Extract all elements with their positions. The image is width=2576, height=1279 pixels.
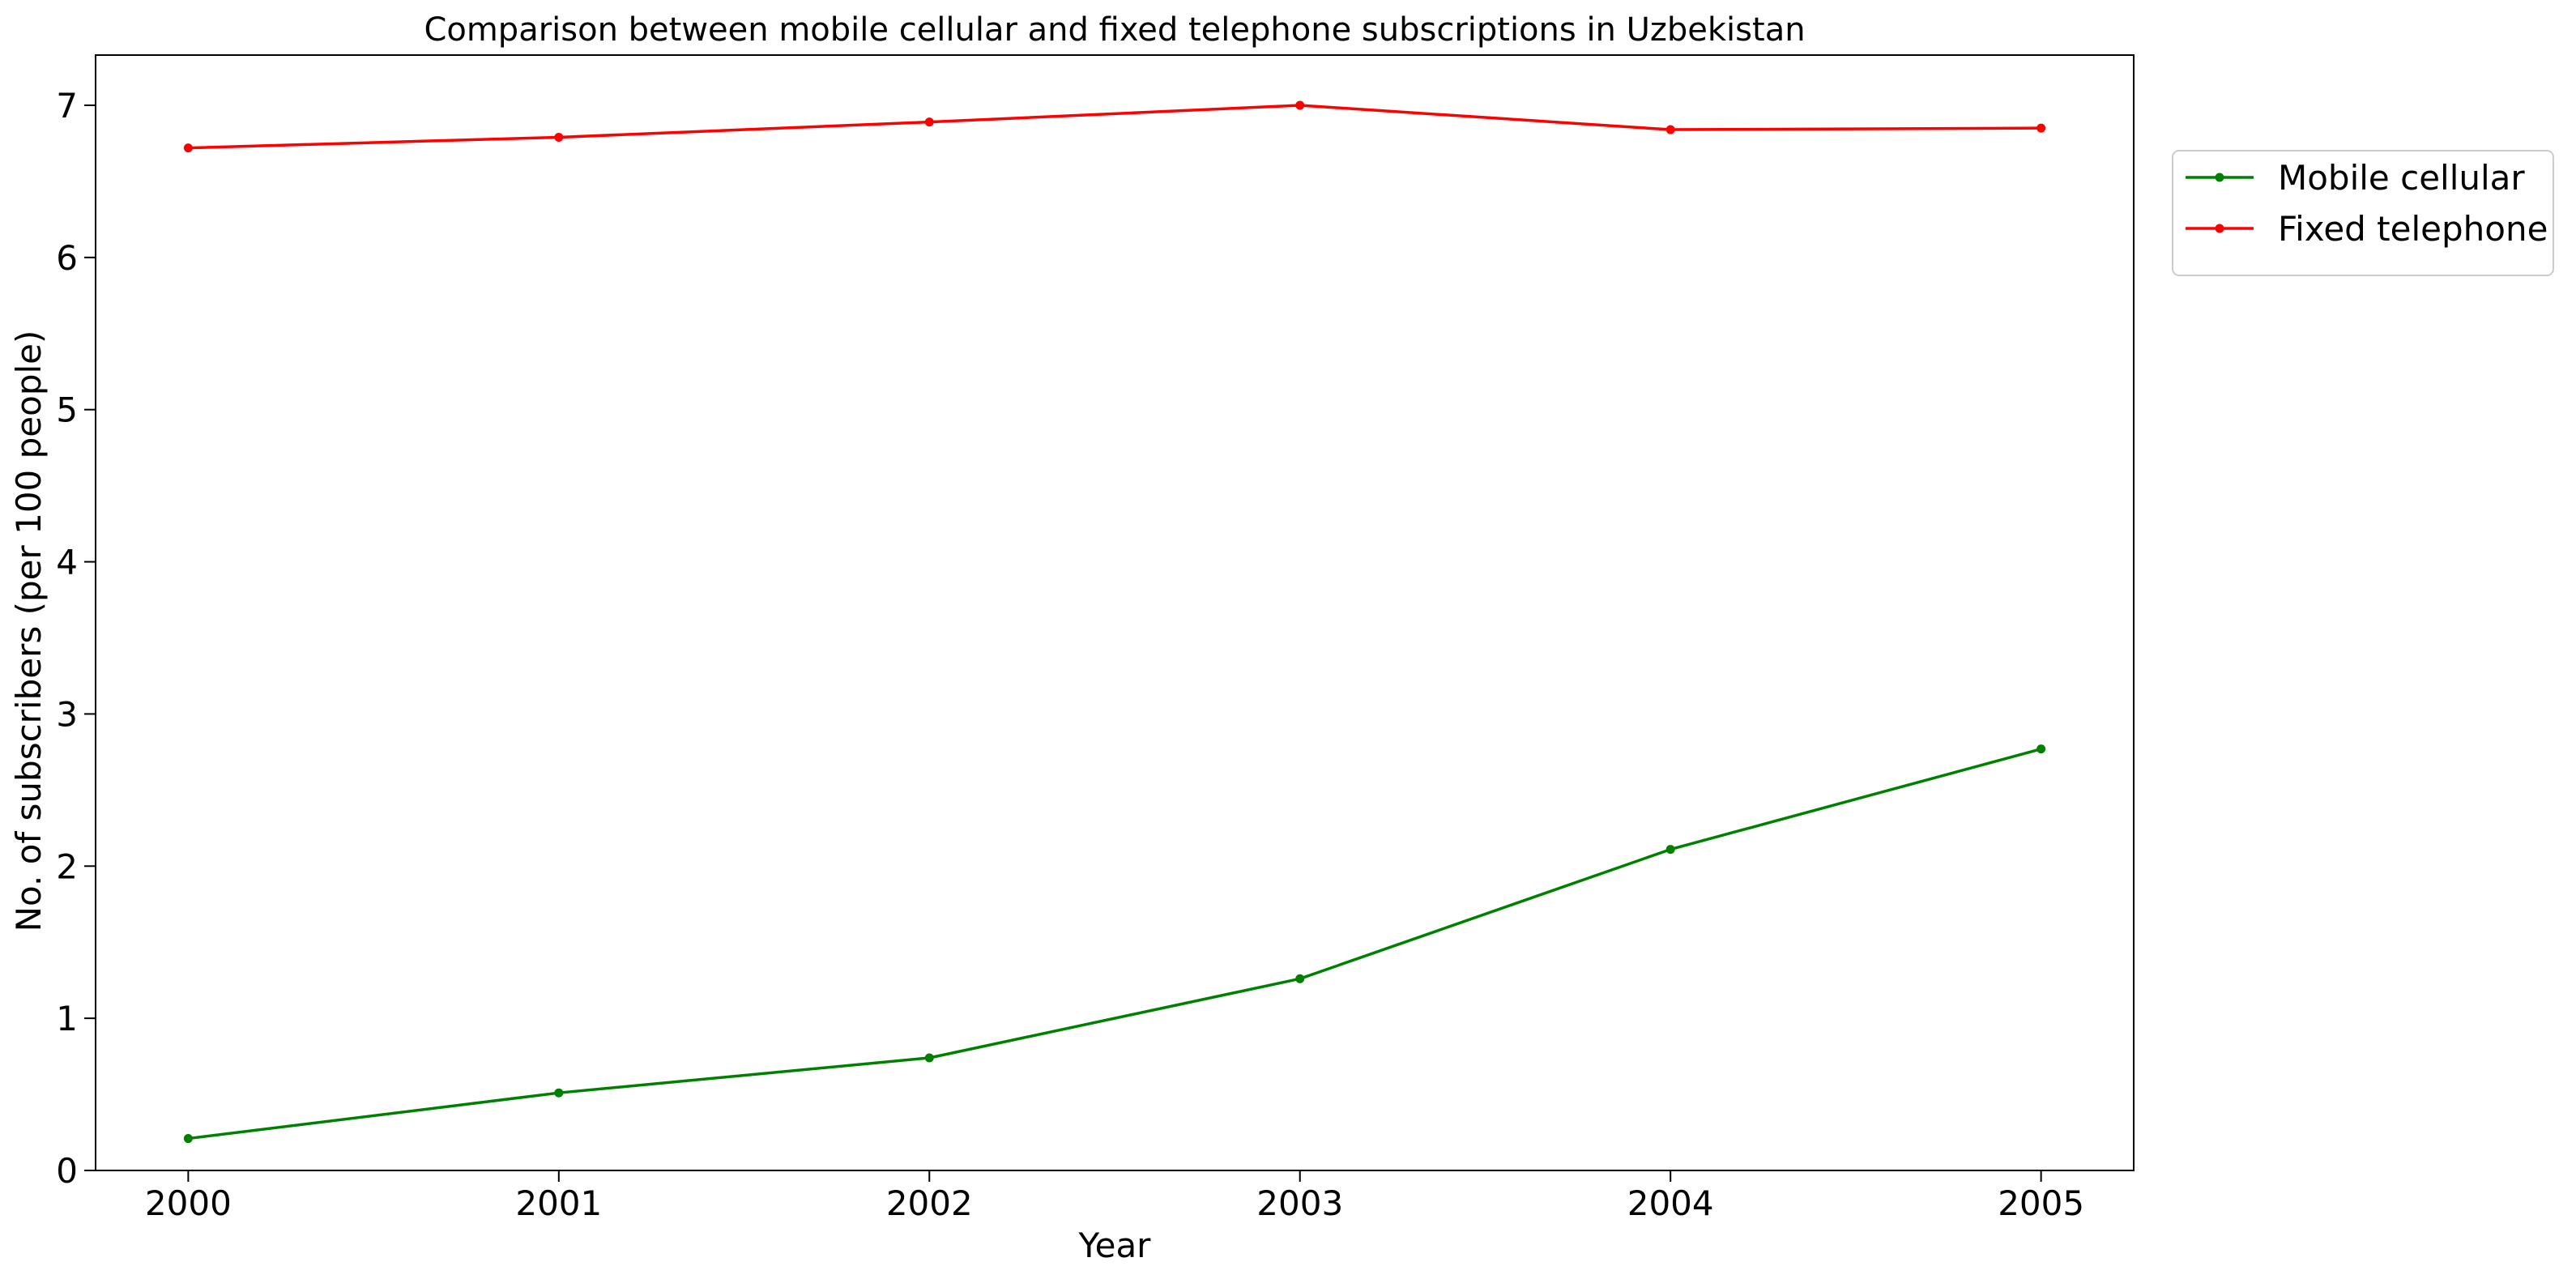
x-tick-label: 2005 — [1998, 1183, 2084, 1223]
series-fixed-telephone — [183, 100, 2046, 153]
y-tick-label: 4 — [56, 543, 78, 582]
legend-label: Fixed telephone — [2278, 209, 2548, 249]
legend-item: Fixed telephone — [2186, 209, 2548, 249]
legend-box — [2172, 150, 2554, 276]
legend-marker — [2215, 173, 2224, 182]
legend: Mobile cellular Fixed telephone — [2172, 150, 2554, 276]
data-point-fixed-telephone — [1295, 100, 1305, 110]
y-tick-label: 3 — [56, 694, 78, 734]
legend-marker — [2215, 224, 2224, 233]
legend-item: Mobile cellular — [2186, 158, 2525, 198]
y-tick-label: 5 — [56, 390, 78, 430]
data-point-mobile-cellular — [1665, 845, 1675, 855]
data-point-fixed-telephone — [554, 132, 564, 142]
series-layer — [183, 100, 2046, 1144]
data-point-mobile-cellular — [924, 1053, 934, 1063]
data-point-mobile-cellular — [1295, 974, 1305, 983]
y-tick-label: 0 — [56, 1151, 78, 1191]
y-tick-label: 7 — [56, 86, 78, 126]
x-tick-label: 2002 — [886, 1183, 973, 1223]
x-tick-label: 2003 — [1256, 1183, 1343, 1223]
series-mobile-cellular — [183, 744, 2046, 1144]
data-point-mobile-cellular — [2036, 744, 2046, 754]
x-tick-label: 2000 — [145, 1183, 232, 1223]
x-tick-label: 2004 — [1627, 1183, 1714, 1223]
chart-title: Comparison between mobile cellular and f… — [424, 11, 1805, 49]
data-point-fixed-telephone — [183, 143, 193, 153]
series-line-fixed-telephone — [188, 104, 2041, 150]
y-tick-label: 2 — [56, 846, 78, 886]
data-point-fixed-telephone — [2036, 123, 2046, 133]
x-axis-label: Year — [1078, 1226, 1152, 1265]
series-line-mobile-cellular — [188, 747, 2042, 1140]
x-axis: 2000 2001 2002 2003 2004 2005 — [145, 1170, 2084, 1223]
data-point-fixed-telephone — [924, 117, 934, 127]
y-tick-label: 6 — [56, 238, 78, 278]
data-point-fixed-telephone — [1665, 125, 1675, 134]
y-tick-label: 1 — [56, 999, 78, 1038]
x-tick-label: 2001 — [515, 1183, 602, 1223]
data-point-mobile-cellular — [554, 1088, 564, 1098]
data-point-mobile-cellular — [183, 1134, 193, 1144]
plot-area-frame — [95, 54, 2135, 1171]
y-axis-label: No. of subscribers (per 100 people) — [9, 330, 49, 932]
legend-label: Mobile cellular — [2278, 158, 2525, 198]
y-axis: 0 1 2 3 4 5 6 7 — [56, 86, 96, 1191]
